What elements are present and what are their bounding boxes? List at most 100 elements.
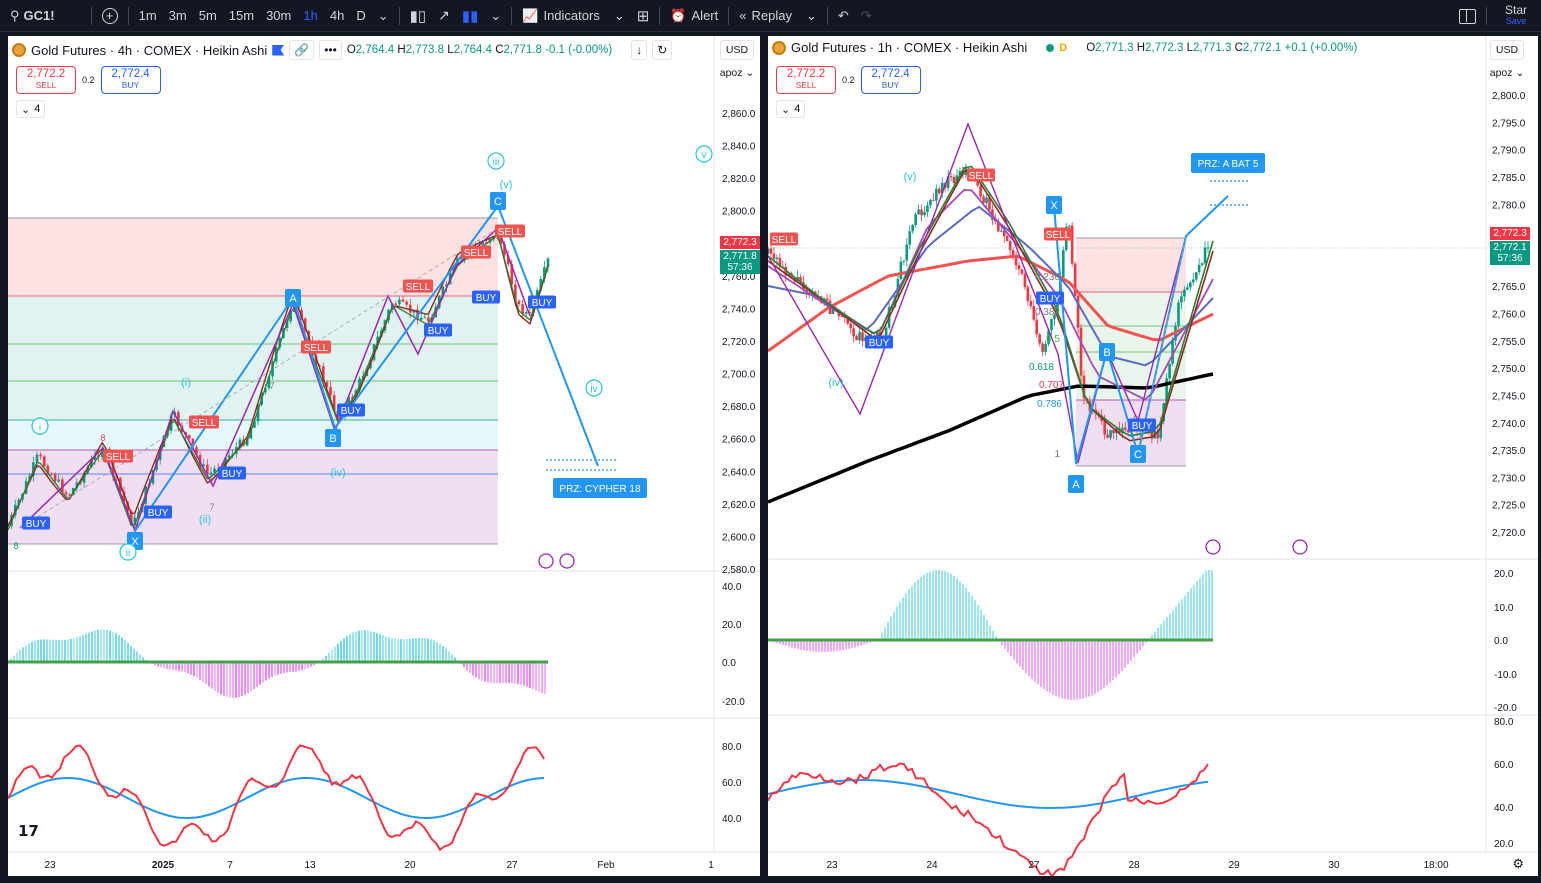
candle-body	[1118, 428, 1121, 433]
split-layout-button[interactable]	[1453, 0, 1482, 32]
settings-gear-icon[interactable]: ⚙	[1512, 856, 1524, 871]
indicators-icon: 📈	[522, 7, 539, 23]
chart-type-dropdown[interactable]: ⌄	[484, 0, 507, 32]
heikin-ashi-button[interactable]: ▮▮	[456, 0, 485, 32]
symbol-search[interactable]: ⚲ GC1!	[0, 0, 61, 32]
compare-button[interactable]: +	[96, 0, 124, 32]
price-tick: 2,750.0	[1492, 364, 1526, 375]
candle-body	[1106, 434, 1109, 438]
candle-body	[329, 386, 332, 396]
chevron-down-icon: ⌄	[490, 7, 502, 23]
more-button[interactable]: •••	[319, 40, 342, 60]
chevron-down-icon: ⌄	[21, 103, 31, 116]
candle-body	[195, 447, 198, 455]
price-tick: 2,580.0	[722, 565, 756, 576]
chart-type-button[interactable]: ▮▯	[404, 0, 433, 32]
right-symbol-title[interactable]: Gold Futures · 1h · COMEX · Heikin Ashi	[791, 40, 1028, 55]
refresh-button[interactable]: ↻	[652, 40, 673, 60]
right-indicators-toggle[interactable]: ⌄ 4	[776, 100, 806, 118]
fib-label-05: 0.5	[1046, 334, 1060, 345]
right-chart-pane[interactable]: 0.618 0.707 0.786 0.5 1 0.382 0.236 SELL SELL SEL…	[768, 36, 1538, 876]
candle-body	[394, 303, 398, 305]
tradingview-logo-icon[interactable]: 17	[18, 822, 39, 840]
left-buy-button[interactable]: 2,772.4 BUY	[100, 66, 161, 94]
left-scale-mode-label: apoz	[719, 67, 743, 79]
pattern-point-label-2: B	[329, 433, 336, 445]
save-label: Save	[1505, 16, 1527, 26]
candle-body	[133, 517, 137, 526]
interval-4h[interactable]: 4h	[329, 8, 345, 23]
left-chart-pane[interactable]: SELL SELL SELL SELL SELL SELL BUY BUY BUY BUY BUY B…	[8, 36, 760, 876]
interval-1m[interactable]: 1m	[138, 8, 157, 23]
indicators-label: Indicators	[543, 8, 600, 23]
interval-dropdown[interactable]: ⌄	[372, 0, 395, 32]
left-symbol-title[interactable]: Gold Futures · 4h · COMEX · Heikin Ashi	[31, 42, 268, 58]
pattern-point-bg-3	[1130, 445, 1146, 463]
right-scale-mode[interactable]: apoz ⌄	[1486, 64, 1528, 82]
left-scale-mode[interactable]: apoz ⌄	[716, 64, 758, 82]
interval-d[interactable]: D	[356, 8, 366, 23]
pattern-point-bg-2	[1099, 343, 1115, 361]
sell-signal-label-5: SELL	[498, 227, 523, 238]
data-delay-badge[interactable]: D	[1059, 41, 1068, 54]
candle-body	[908, 231, 912, 245]
left-chart-canvas[interactable]: SELL SELL SELL SELL SELL SELL BUY BUY BUY BUY BUY B…	[8, 36, 760, 876]
left-sell-button[interactable]: 2,772.2 SELL	[16, 66, 76, 94]
count-label-7b: 7	[269, 381, 274, 391]
undo-button[interactable]: ↶	[832, 0, 855, 32]
candle-body	[861, 332, 864, 342]
right-chart-canvas[interactable]: 0.618 0.707 0.786 0.5 1 0.382 0.236 SELL SELL SEL…	[768, 36, 1538, 876]
interval-1h[interactable]: 1h	[303, 8, 318, 23]
redo-button[interactable]: ↷	[855, 0, 878, 32]
candle-body	[784, 266, 788, 276]
right-buy-button[interactable]: 2,772.4 BUY	[860, 66, 921, 94]
candle-body	[39, 454, 42, 457]
left-buy-label: BUY	[121, 80, 140, 90]
divider	[398, 6, 400, 25]
scroll-down-button[interactable]: ↓	[631, 40, 648, 60]
link-button[interactable]: 🔗	[289, 40, 315, 60]
save-layout-button[interactable]: Star Save	[1491, 3, 1541, 27]
interval-15m[interactable]: 15m	[228, 8, 255, 23]
flag-icon[interactable]	[272, 44, 285, 56]
divider	[826, 6, 828, 25]
candle-body	[1020, 269, 1024, 274]
wave-label-i-circle	[31, 417, 49, 435]
layouts-button[interactable]: ⊞	[631, 0, 656, 32]
left-indicators-toggle[interactable]: ⌄ 4	[16, 100, 46, 118]
candle-body	[238, 439, 242, 448]
candle-body	[401, 299, 405, 302]
buy-signal-label-3: BUY	[341, 406, 362, 417]
count-label-8b: 8	[13, 541, 18, 551]
indicators-button[interactable]: 📈 Indicators ⌄	[516, 0, 630, 32]
right-buy-price: 2,772.4	[871, 68, 910, 80]
rsi-line	[768, 762, 1209, 876]
wave-label-iii-circle	[487, 152, 505, 170]
candle-body	[831, 307, 835, 315]
left-currency-select[interactable]: USD	[720, 40, 754, 60]
line-chart-button[interactable]: ↗	[432, 0, 456, 32]
candle-body	[75, 482, 79, 489]
interval-5m[interactable]: 5m	[198, 8, 217, 23]
sell-signal-label-2-bg	[1044, 227, 1072, 241]
replay-button[interactable]: « Replay ⌄	[733, 0, 823, 32]
right-currency-select[interactable]: USD	[1490, 40, 1524, 60]
alert-button[interactable]: ⏰ Alert	[664, 0, 724, 32]
right-countdown: 57:36	[1497, 253, 1523, 264]
interval-3m[interactable]: 3m	[168, 8, 187, 23]
candle-body	[129, 511, 133, 526]
layout-name: Star	[1504, 3, 1527, 17]
sell-signal-label-1: SELL	[192, 418, 217, 429]
candle-body	[42, 456, 46, 467]
right-sell-button[interactable]: 2,772.2 SELL	[776, 66, 836, 94]
buy-signal-label-5-bg	[472, 290, 500, 304]
candle-body	[1206, 247, 1210, 249]
top-toolbar: ⚲ GC1! + 1m 3m 5m 15m 30m 1h 4h D ⌄ ▮▯ ↗…	[0, 0, 1541, 32]
interval-30m[interactable]: 30m	[266, 8, 292, 23]
rsi-tick: 60.0	[722, 778, 742, 789]
sell-signal-label-5-bg	[495, 224, 525, 238]
candle-body	[322, 366, 325, 383]
prz-cypher-label-bg	[553, 478, 647, 498]
sub-wave-label-i: (i)	[181, 377, 191, 389]
fib-label-0382: 0.382	[1035, 307, 1060, 318]
